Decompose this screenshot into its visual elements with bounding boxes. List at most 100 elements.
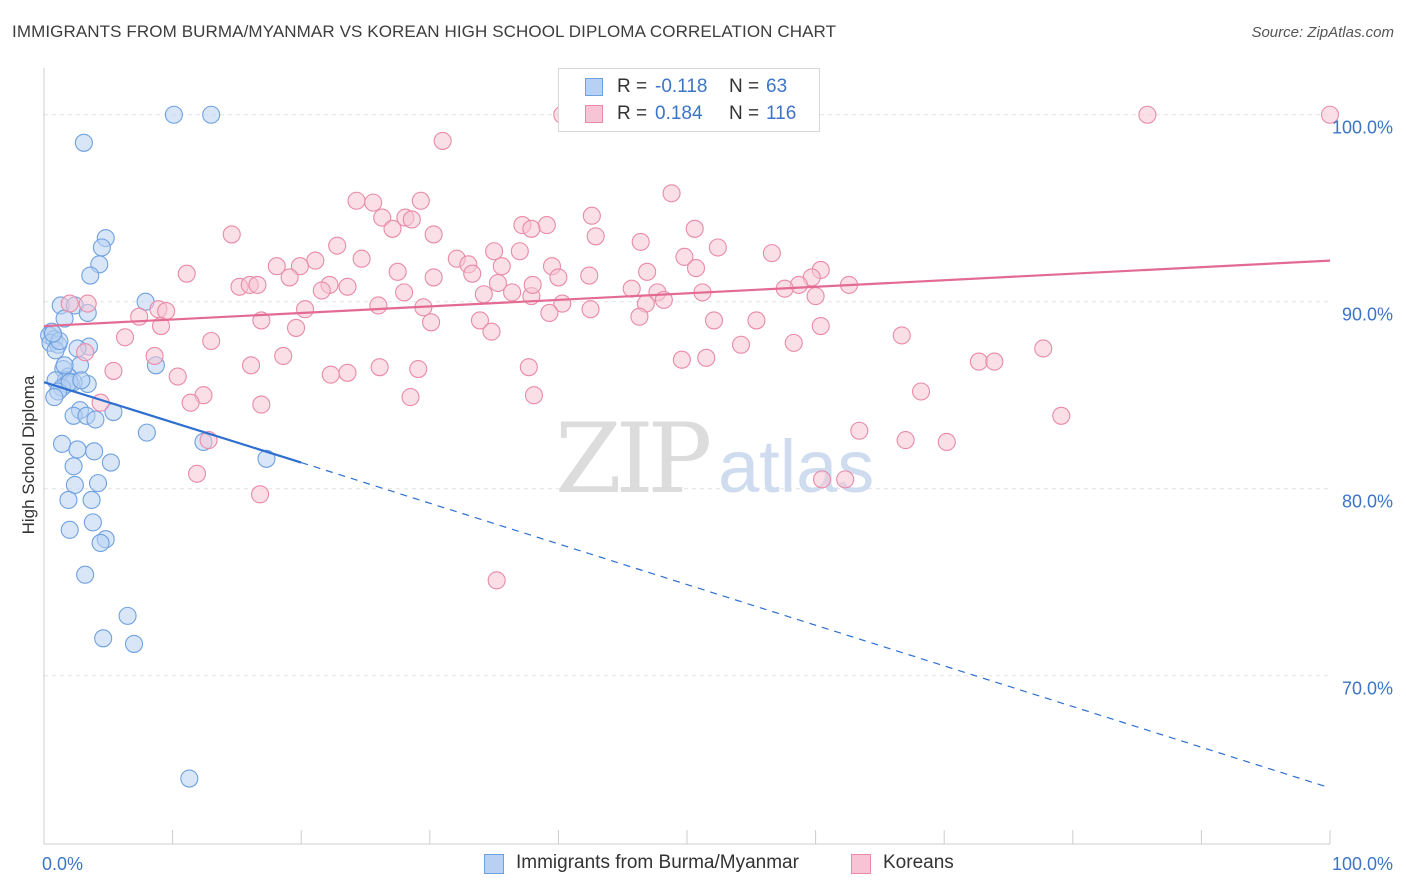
point-korean: [250, 485, 270, 504]
point-korean: [697, 348, 716, 367]
point-korean: [241, 356, 261, 375]
point-korean: [402, 210, 421, 229]
tick-labels: 70.0% 80.0% 90.0% 100.0% 0.0% 100.0%: [42, 118, 1393, 874]
point-korean: [151, 316, 171, 336]
data-points: [40, 105, 1340, 788]
legend-r-value: 0.184: [655, 103, 703, 124]
point-korean: [896, 431, 915, 450]
point-korean: [969, 352, 988, 371]
point-korean: [537, 216, 556, 235]
point-korean: [252, 395, 271, 414]
point-korean: [463, 264, 482, 283]
point-korean: [937, 432, 956, 452]
point-korean: [364, 193, 383, 212]
point-korean: [409, 360, 428, 379]
point-korean: [812, 470, 832, 489]
point-burma: [59, 490, 78, 509]
legend-n-label: N =: [729, 76, 760, 97]
y-axis-label: High School Diploma: [19, 375, 38, 534]
point-korean: [370, 358, 389, 377]
point-korean: [488, 273, 508, 293]
point-korean: [181, 393, 200, 412]
point-korean: [482, 322, 501, 341]
point-korean: [503, 283, 522, 302]
series-label-burma: Immigrants from Burma/Myanmar: [516, 852, 799, 873]
trend-line-burma-extension: [301, 461, 1331, 789]
point-korean: [1138, 105, 1157, 124]
point-korean: [347, 191, 366, 210]
point-korean: [892, 326, 911, 345]
point-burma: [68, 440, 87, 459]
trend-line-koreans: [43, 259, 1331, 328]
point-korean: [806, 287, 825, 306]
point-korean: [708, 238, 727, 257]
source-label: Source: ZipAtlas.com: [1251, 24, 1394, 41]
point-korean: [290, 257, 309, 276]
point-korean: [582, 206, 601, 225]
point-burma: [118, 606, 137, 625]
legend-n-value: 116: [766, 103, 797, 124]
point-burma: [55, 356, 74, 375]
point-korean: [369, 296, 388, 315]
point-korean: [78, 294, 97, 313]
y-tick-label: 70.0%: [1342, 679, 1393, 699]
point-burma: [72, 371, 91, 390]
point-korean: [338, 277, 357, 296]
point-korean: [523, 275, 542, 294]
point-burma: [43, 324, 63, 343]
point-korean: [187, 464, 207, 483]
point-korean: [622, 279, 641, 298]
point-korean: [485, 242, 504, 261]
point-burma: [74, 133, 93, 152]
point-burma: [164, 105, 183, 124]
point-korean: [762, 244, 781, 263]
legend-r-label: R =: [617, 103, 648, 124]
point-korean: [631, 232, 650, 251]
point-korean: [1052, 406, 1071, 425]
point-burma: [88, 474, 108, 493]
point-korean: [510, 242, 529, 261]
point-korean: [912, 382, 931, 401]
point-korean: [130, 307, 149, 326]
y-tick-label: 100.0%: [1332, 118, 1393, 138]
point-korean: [985, 352, 1004, 371]
point-korean: [145, 346, 164, 366]
y-tick-label: 90.0%: [1342, 305, 1393, 325]
point-burma: [202, 105, 221, 124]
trend-line-burma: [43, 381, 302, 464]
point-korean: [1034, 339, 1053, 358]
y-tick-label: 80.0%: [1342, 492, 1393, 512]
point-korean: [60, 294, 79, 313]
point-korean: [487, 571, 506, 590]
watermark-atlas: atlas: [718, 425, 874, 508]
legend-n-value: 63: [766, 76, 788, 97]
watermark: ZIP atlas: [555, 403, 874, 515]
point-korean: [373, 208, 392, 227]
point-burma: [60, 520, 79, 539]
point-burma: [65, 475, 84, 495]
point-korean: [287, 318, 306, 337]
point-korean: [312, 281, 331, 300]
point-burma: [82, 490, 101, 509]
point-korean: [586, 227, 605, 246]
point-korean: [662, 184, 681, 203]
series-swatch-pink: [851, 854, 871, 874]
point-korean: [296, 300, 315, 319]
point-burma: [91, 533, 110, 552]
point-burma: [86, 410, 105, 429]
point-korean: [672, 350, 691, 369]
point-korean: [115, 328, 135, 347]
point-korean: [492, 257, 511, 276]
point-korean: [422, 313, 441, 332]
point-burma: [257, 449, 276, 468]
point-korean: [104, 361, 123, 380]
point-korean: [274, 346, 293, 366]
point-burma: [81, 266, 100, 285]
point-korean: [836, 470, 855, 489]
point-korean: [267, 257, 286, 276]
chart-title: IMMIGRANTS FROM BURMA/MYANMAR VS KOREAN …: [12, 22, 837, 41]
legend-row-burma: R = -0.118 N = 63: [559, 74, 819, 100]
point-korean: [470, 311, 490, 330]
point-korean: [580, 266, 599, 285]
